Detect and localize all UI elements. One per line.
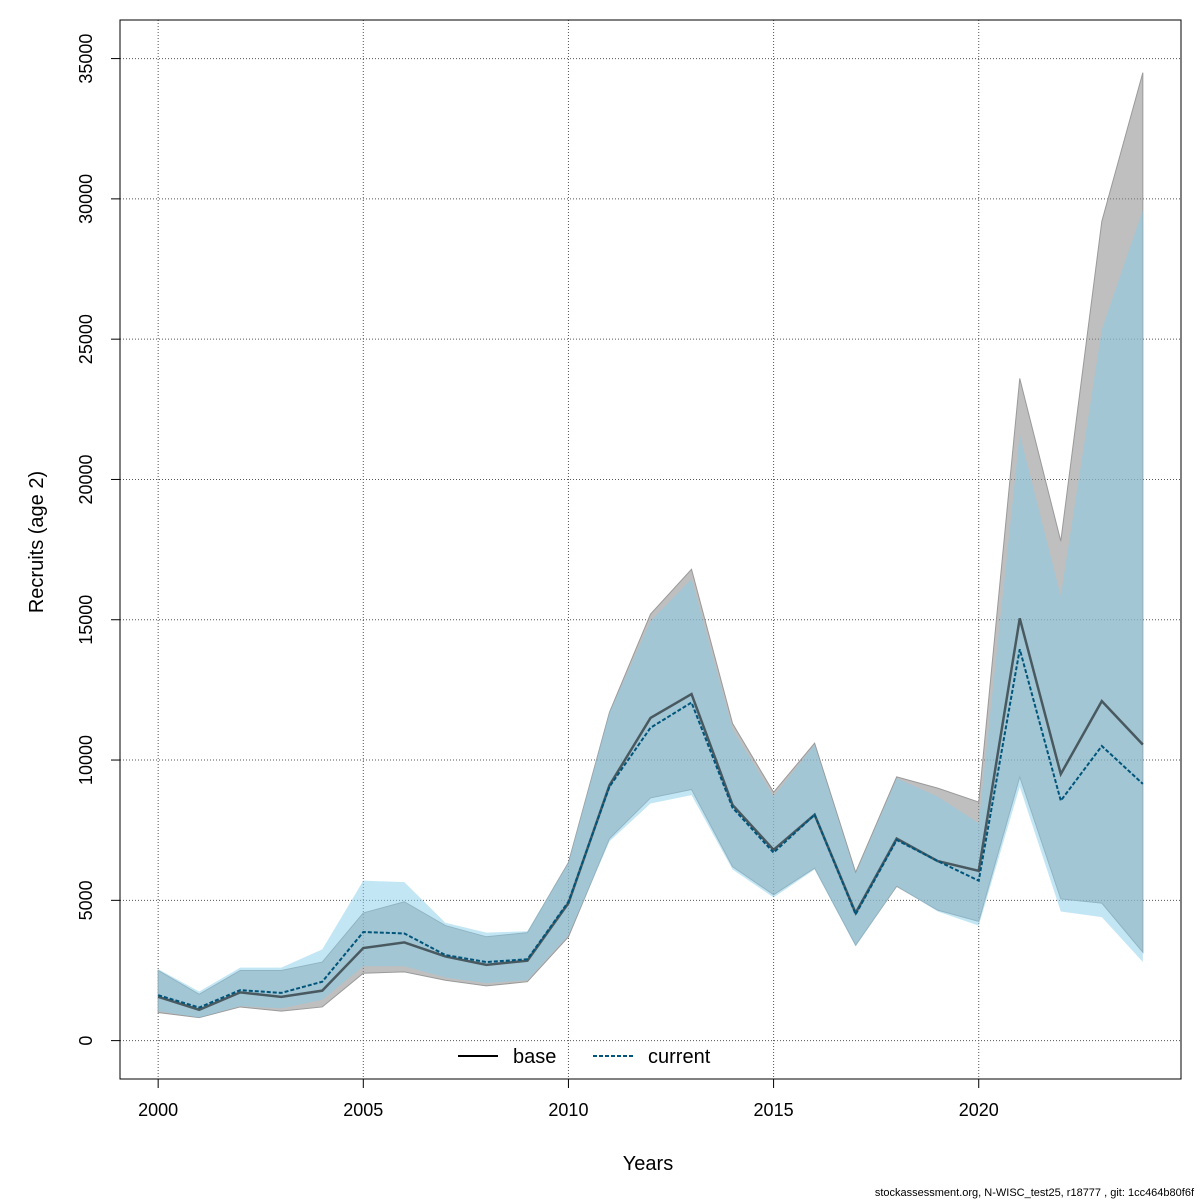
x-tick-label: 2010: [548, 1100, 588, 1120]
y-tick-label: 20000: [76, 454, 96, 504]
line-current: [157, 648, 1144, 1009]
series-lines: [157, 618, 1144, 1012]
confidence-bands: [157, 72, 1144, 1019]
y-tick-label: 0: [76, 1036, 96, 1046]
x-axis: 2000 2005 2010 2015 2020: [138, 1078, 999, 1120]
y-tick-label: 10000: [76, 735, 96, 785]
line-base: [157, 618, 1144, 1012]
legend: base current: [458, 1046, 711, 1068]
footer-note: stockassessment.org, N-WISC_test25, r187…: [875, 1187, 1195, 1199]
band-current: [158, 210, 1143, 1018]
x-tick-label: 2015: [754, 1100, 794, 1120]
y-tick-label: 5000: [76, 880, 96, 920]
y-axis: 0 5000 10000 15000 20000 25000 30000 35000: [76, 34, 121, 1046]
legend-label-base: base: [513, 1046, 556, 1068]
x-tick-label: 2020: [959, 1100, 999, 1120]
legend-label-current: current: [648, 1046, 711, 1068]
x-axis-title: Years: [623, 1153, 673, 1175]
y-tick-label: 30000: [76, 174, 96, 224]
x-tick-label: 2005: [343, 1100, 383, 1120]
y-axis-title: Recruits (age 2): [26, 471, 48, 613]
y-tick-label: 35000: [76, 34, 96, 84]
y-tick-label: 25000: [76, 314, 96, 364]
x-tick-label: 2000: [138, 1100, 178, 1120]
y-tick-label: 15000: [76, 595, 96, 645]
